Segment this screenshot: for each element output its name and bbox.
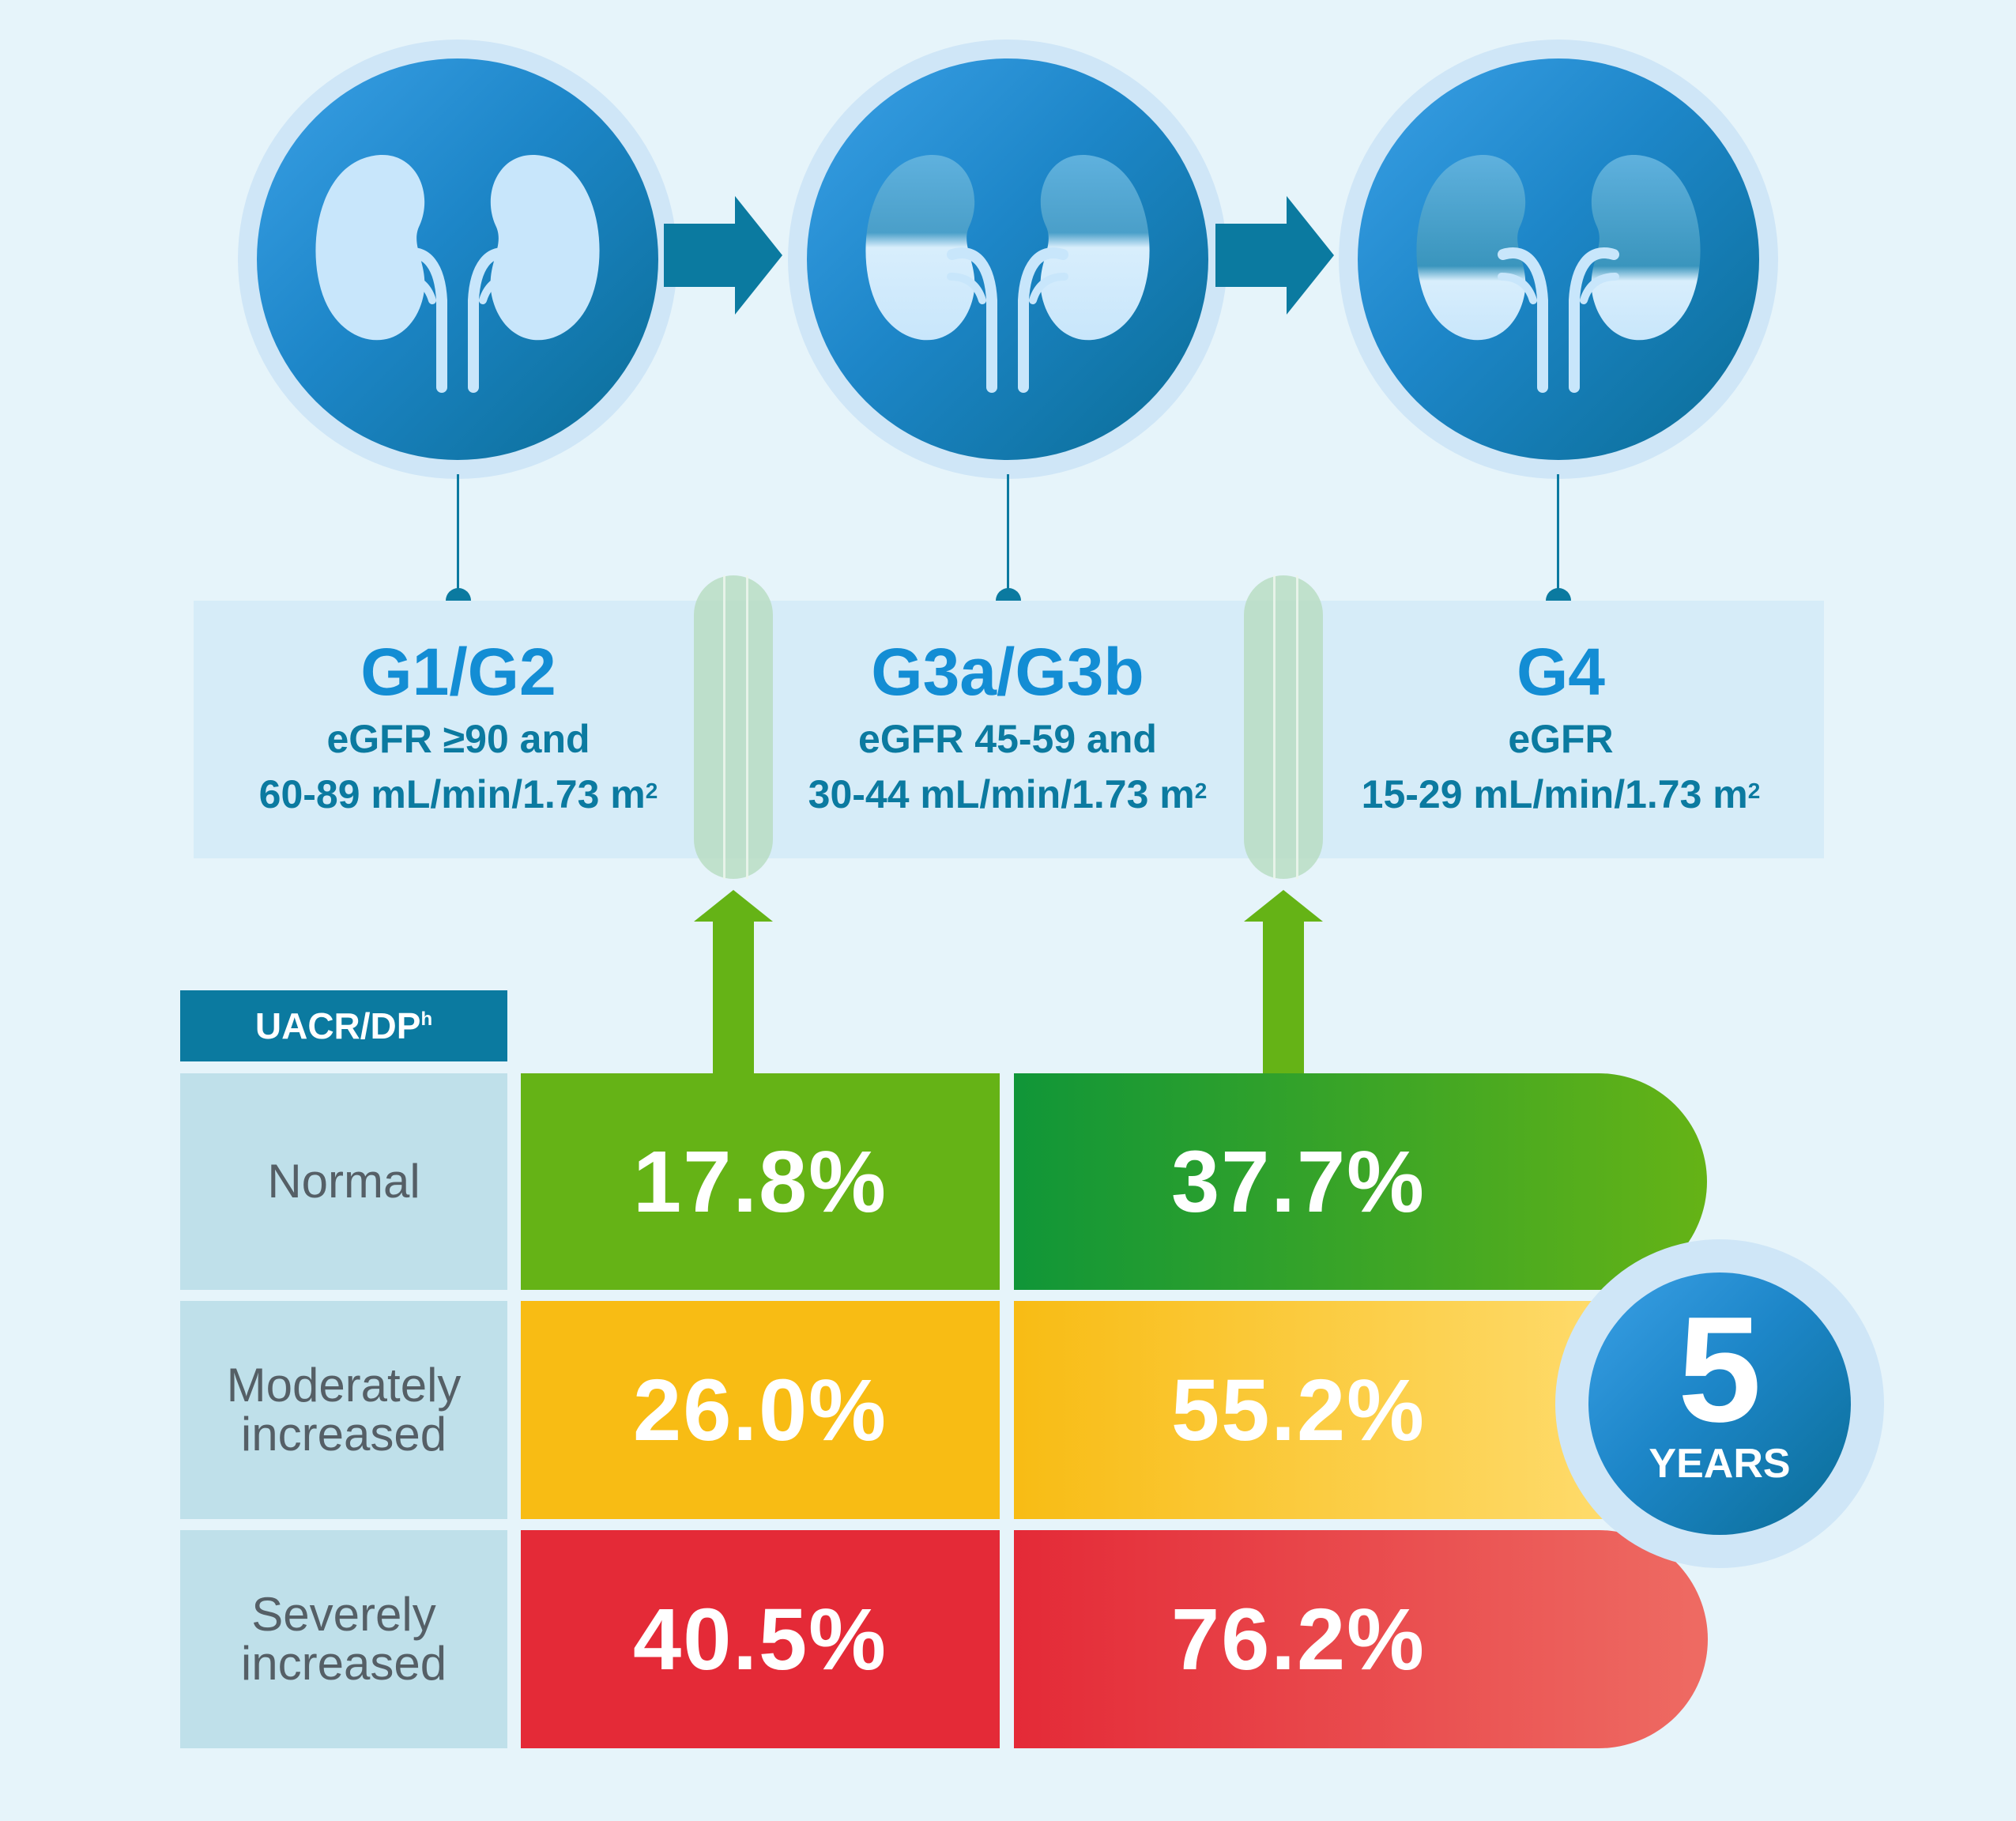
- stage-g1g2: G1/G2 eGFR ≥90 and 60-89 mL/min/1.73 m2: [182, 632, 735, 822]
- stage-egfr-line2: 30-44 mL/min/1.73 m2: [808, 772, 1208, 816]
- kidney-icon: [315, 155, 600, 393]
- stage-circle-g1g2: [238, 40, 677, 479]
- cell-severe-col1: 40.5%: [521, 1530, 1000, 1748]
- up-arrow-icon: [1244, 890, 1323, 1075]
- row-band-moderate: [1014, 1301, 1708, 1519]
- years-label: YEARS: [1649, 1441, 1791, 1487]
- stage-egfr-line2: 15-29 mL/min/1.73 m2: [1361, 772, 1761, 816]
- progression-arrow-icon: [1215, 196, 1334, 315]
- stage-circle-g4: [1339, 40, 1778, 479]
- row-band-severe: [1014, 1530, 1708, 1748]
- cell-moderate-col1: 26.0%: [521, 1301, 1000, 1519]
- cell-normal-col1: 17.8%: [521, 1073, 1000, 1290]
- connector-line: [1557, 474, 1559, 602]
- row-band-normal: [1014, 1073, 1707, 1290]
- stage-circle-g3: [788, 40, 1227, 479]
- progression-arrow-icon: [664, 196, 782, 315]
- row-label-severe: Severely increased: [180, 1530, 507, 1748]
- stage-code: G3a/G3b: [871, 635, 1144, 709]
- uacr-header: UACR/DPh: [180, 990, 507, 1061]
- transition-marker: [694, 575, 773, 879]
- connector-line: [1007, 474, 1009, 602]
- cell-normal-col2: 37.7%: [1171, 1133, 1426, 1231]
- row-label-moderate: Moderately increased: [180, 1301, 507, 1519]
- stage-egfr-line2: 60-89 mL/min/1.73 m2: [258, 772, 658, 816]
- transition-marker: [1244, 575, 1323, 879]
- stage-egfr-line1: eGFR ≥90 and: [326, 717, 590, 761]
- stage-code: G4: [1516, 635, 1606, 709]
- stage-egfr-line1: eGFR: [1508, 717, 1614, 761]
- kidney-icon: [1416, 155, 1701, 393]
- connector-line: [457, 474, 459, 602]
- years-number: 5: [1678, 1286, 1762, 1453]
- row-label-normal: Normal: [180, 1073, 507, 1290]
- stage-band: [194, 601, 1824, 858]
- stage-code: G1/G2: [360, 635, 556, 709]
- cell-severe-col2: 76.2%: [1171, 1590, 1426, 1688]
- stage-egfr-line1: eGFR 45-59 and: [858, 717, 1157, 761]
- stage-g3: G3a/G3b eGFR 45-59 and 30-44 mL/min/1.73…: [731, 632, 1284, 822]
- up-arrow-icon: [694, 890, 773, 1075]
- years-badge: [1555, 1239, 1884, 1568]
- cell-moderate-col2: 55.2%: [1171, 1361, 1426, 1459]
- kidney-icon: [865, 155, 1150, 393]
- stage-g4: G4 eGFR 15-29 mL/min/1.73 m2: [1284, 632, 1837, 822]
